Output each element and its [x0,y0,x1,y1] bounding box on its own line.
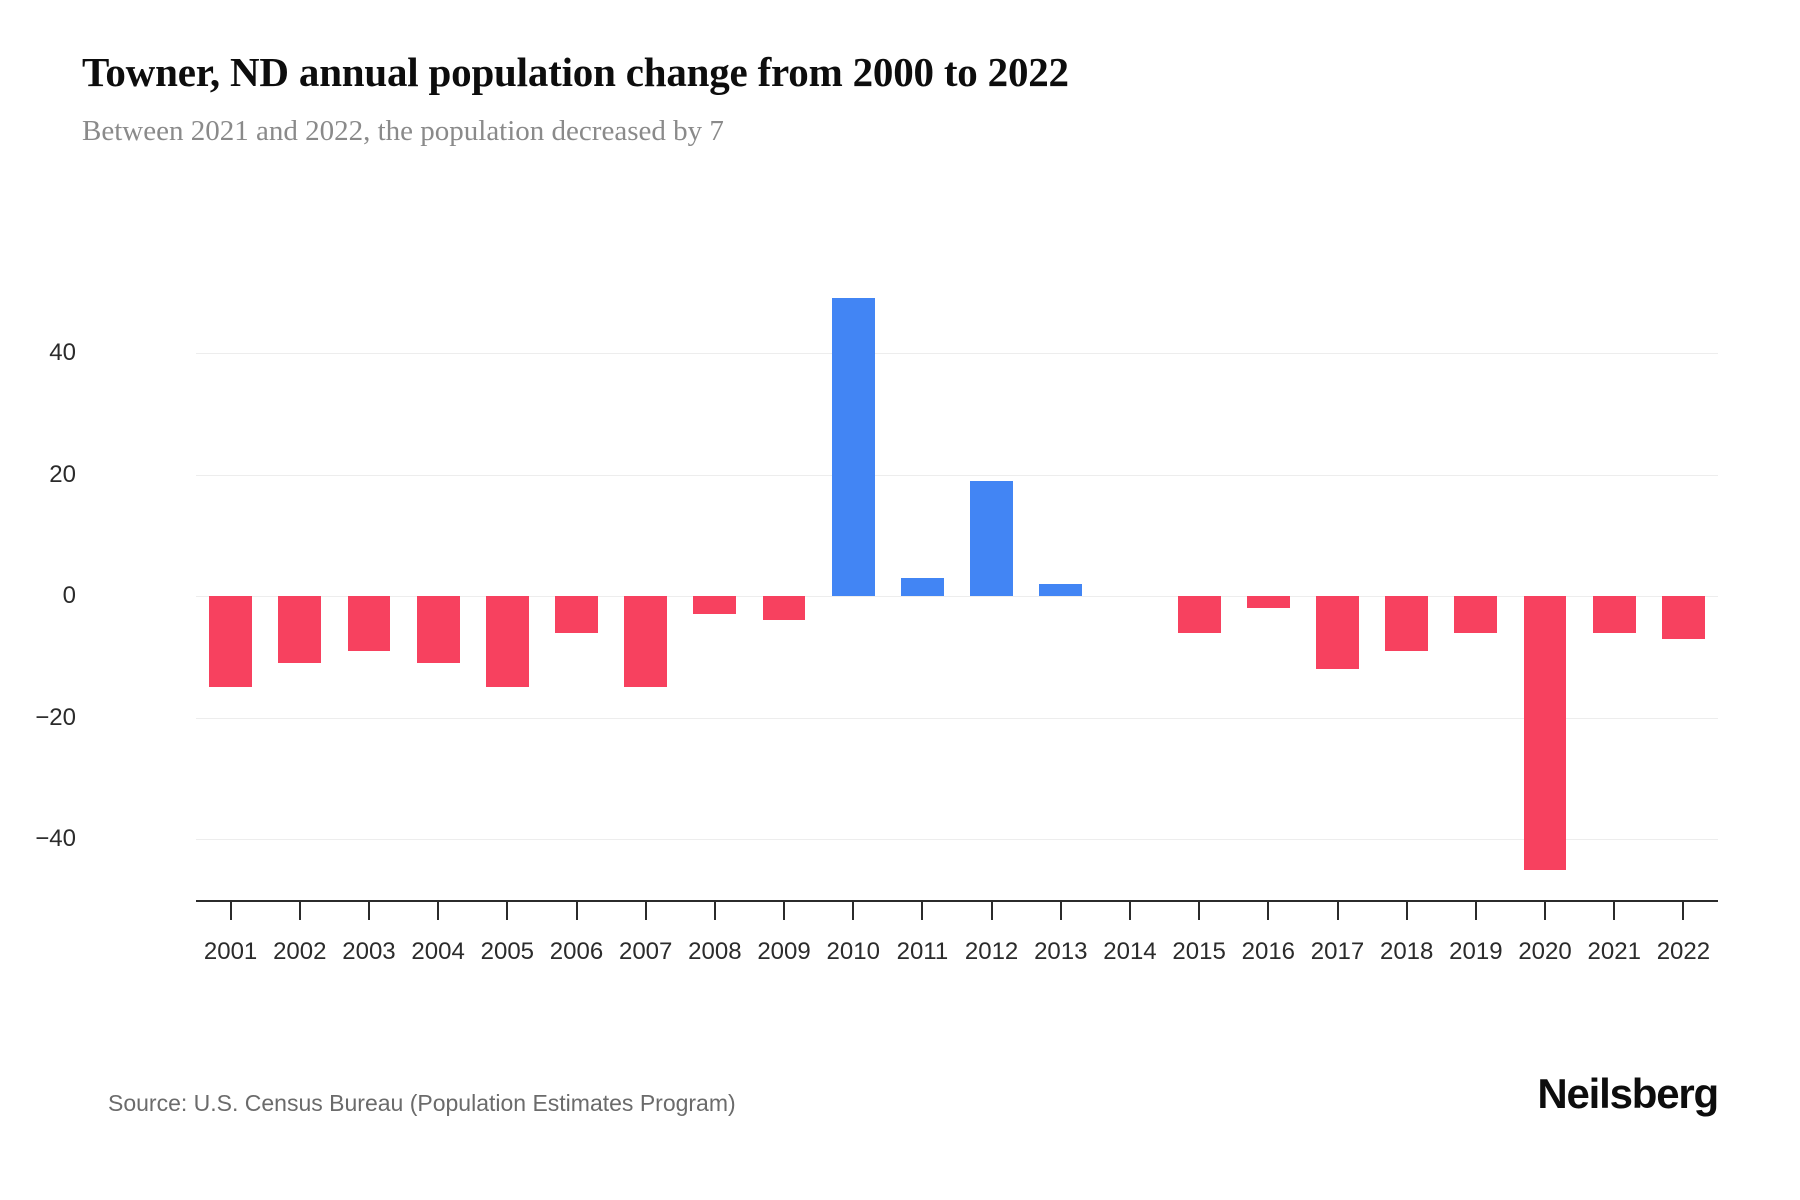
bar[interactable] [416,596,460,663]
x-axis-tick [1682,902,1685,920]
x-axis-tick-label: 2011 [896,938,949,965]
y-axis-tick-label: 40 [49,338,76,366]
x-axis-tick-label: 2019 [1449,938,1503,965]
chart-header: Towner, ND annual population change from… [82,48,1722,149]
bar[interactable] [900,577,944,597]
x-axis-tick [1128,902,1131,920]
x-axis-tick-label: 2004 [411,938,465,965]
x-axis-tick [575,902,578,920]
x-axis-tick [852,902,855,920]
bar[interactable] [624,596,668,688]
gridline [196,352,1718,354]
bar[interactable] [485,596,529,688]
gridline [196,839,1718,841]
x-axis-tick-label: 2009 [757,938,811,965]
x-axis-tick-label: 2005 [480,938,535,965]
bar[interactable] [831,298,875,597]
bar[interactable] [1592,596,1636,633]
bar[interactable] [555,596,598,633]
x-axis-tick [229,902,232,920]
bar[interactable] [1039,583,1083,597]
x-axis-line [196,900,1718,902]
x-axis-tick-label: 2007 [618,938,673,965]
x-axis-tick-label: 2001 [203,938,258,965]
bar[interactable] [278,596,322,663]
x-axis-tick-label: 2016 [1241,938,1296,965]
page-title: Towner, ND annual population change from… [82,49,1069,95]
x-axis-tick-label: 2015 [1172,938,1226,965]
bar[interactable] [762,596,806,621]
x-axis-tick-label: 2003 [342,938,396,965]
x-axis-tick-label: 2008 [688,938,742,965]
x-axis-tick-label: 2021 [1587,938,1641,965]
x-axis-tick [1336,902,1339,920]
x-axis-tick [298,902,301,920]
x-axis-tick [1267,902,1270,920]
chart-subtitle: Between 2021 and 2022, the population de… [82,115,724,148]
x-axis-tick-label: 2020 [1518,938,1572,965]
gridline [196,717,1718,719]
bar[interactable] [347,596,391,651]
x-axis-tick [713,902,716,920]
bar[interactable] [1523,596,1567,870]
x-axis-tick [1059,902,1062,920]
x-axis-tick [783,902,786,920]
x-axis-tick-label: 2014 [1103,938,1157,965]
y-axis-tick-label: −40 [35,825,76,853]
x-axis-tick [644,902,647,920]
zero-gridline [196,596,1718,598]
x-axis-tick [367,902,370,920]
x-axis-tick [1544,902,1547,920]
y-axis-tick-label: 20 [49,460,76,488]
x-axis-tick-label: 2017 [1310,938,1365,965]
x-axis-tick-label: 2012 [964,938,1019,965]
x-axis-tick [437,902,440,920]
source-note: Source: U.S. Census Bureau (Population E… [108,1090,736,1116]
x-axis-tick-label: 2013 [1034,938,1088,965]
bar[interactable] [1385,596,1429,651]
x-axis-tick-label: 2018 [1379,938,1434,965]
x-axis-tick [921,902,924,920]
x-axis-tick-label: 2022 [1656,938,1711,965]
bar[interactable] [1177,596,1221,633]
bar[interactable] [1316,596,1359,670]
bar[interactable] [1454,596,1498,633]
x-axis-tick [1405,902,1408,920]
x-axis-tick-label: 2010 [826,938,880,965]
bar-plot [196,280,1718,900]
brand-logo: Neilsberg [1537,1070,1719,1117]
x-axis-tick [1198,902,1201,920]
bar[interactable] [209,596,253,688]
y-axis-tick-label: −20 [35,703,76,731]
x-axis-tick [506,902,509,920]
x-axis-tick [1474,902,1477,920]
bar[interactable] [1661,596,1705,639]
x-axis-tick-label: 2006 [549,938,604,965]
bar[interactable] [693,596,737,615]
x-axis-tick-label: 2002 [273,938,327,965]
bar[interactable] [1246,596,1290,609]
gridline [196,474,1718,476]
x-axis-tick [1613,902,1616,920]
x-axis-tick [990,902,993,920]
y-axis-tick-label: 0 [62,582,76,610]
bar[interactable] [970,480,1014,597]
